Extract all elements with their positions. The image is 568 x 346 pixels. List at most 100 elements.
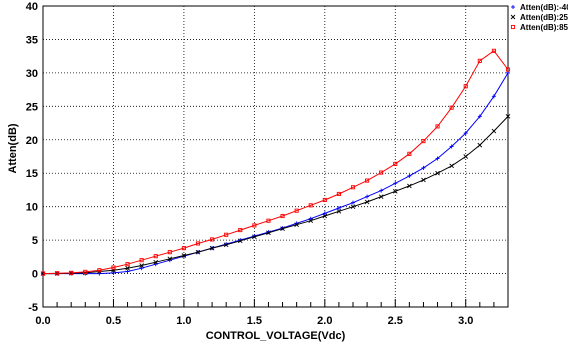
- series-atten-db-25-point: [421, 177, 426, 183]
- series-atten-db-40-point: [111, 270, 116, 275]
- series-atten-db-25-point: [407, 183, 412, 189]
- series-atten-db-85-point: [125, 262, 130, 267]
- series-atten-db-25-point-b: [407, 183, 412, 189]
- series-atten-db-40-point: [421, 165, 426, 170]
- legend-item: Atten(dB):25: [510, 13, 568, 22]
- series-atten-db-85-point: [280, 213, 285, 219]
- series-atten-db-85-point: [336, 191, 341, 197]
- series-atten-db-25-point: [435, 170, 440, 176]
- series-atten-db-25-point-b: [308, 218, 314, 224]
- y-tick-label: 30: [26, 68, 38, 80]
- series-atten-db-25-point: [125, 265, 130, 271]
- legend-marker: [511, 5, 515, 9]
- series-atten-db-25-point-b: [252, 234, 257, 240]
- x-axis-title: CONTROL_VOLTAGE(Vdc): [206, 330, 346, 342]
- series-atten-db-85-point: [491, 48, 496, 53]
- series-atten-db-85-point: [379, 170, 384, 175]
- series-atten-db-40-point: [379, 188, 384, 193]
- series-atten-db-25-point: [209, 245, 215, 251]
- series-atten-db-85-point: [252, 223, 257, 228]
- series-atten-db-25-point-b: [223, 242, 229, 248]
- series-atten-db-40-point: [125, 269, 130, 274]
- series-atten-db-85-point: [224, 232, 229, 237]
- series-atten-db-25-point: [266, 230, 271, 236]
- series-atten-db-25-point-b: [322, 213, 328, 219]
- series-atten-db-40-point: [351, 200, 355, 205]
- y-tick-label: 0: [32, 269, 38, 281]
- series-atten-db-25-point-b: [209, 245, 215, 251]
- series-atten-db-40-point: [336, 206, 341, 211]
- series-atten-db-85-point: [407, 151, 412, 156]
- axes: -5 0 5 10 15 20 25 30 35 40 0.0 0.5 1.0 1.5 2.0 2.5 3.0: [26, 1, 495, 327]
- series-atten-db-25-point: [237, 238, 243, 244]
- series-atten-db-25-point-b: [477, 142, 483, 148]
- series-atten-db-25-point-b: [463, 154, 469, 159]
- series-atten-db-25-point-b: [491, 128, 497, 134]
- series-layer: [40, 48, 511, 276]
- series-atten-db-25-point: [252, 234, 257, 240]
- legend-label: Atten(dB):85: [520, 23, 568, 32]
- y-tick-label: -5: [28, 302, 38, 314]
- series-atten-db-25-point-b: [280, 226, 285, 232]
- series-atten-db-25-point-b: [378, 194, 384, 199]
- series-atten-db-40-line: [43, 72, 509, 275]
- series-atten-db-25-point-b: [505, 114, 511, 119]
- series-atten-db-25-point: [294, 222, 299, 228]
- series-atten-db-40-point: [477, 114, 482, 119]
- series-atten-db-85-point: [393, 161, 398, 166]
- legend-label: Atten(dB):25: [520, 13, 568, 22]
- series-atten-db-25-point: [392, 188, 398, 194]
- series-atten-db-85-point: [365, 178, 370, 183]
- series-atten-db-40-point: [322, 211, 327, 216]
- x-tick-label: 0.5: [106, 315, 121, 327]
- series-atten-db-85-line: [42, 50, 509, 275]
- series-atten-db-85-point: [238, 228, 243, 233]
- series-atten-db-40-point: [491, 94, 496, 99]
- series-atten-db-85-point: [477, 58, 482, 63]
- grid: [43, 6, 508, 307]
- series-atten-db-25-point-b: [435, 170, 440, 176]
- series-atten-db-25-point: [167, 256, 173, 262]
- series-atten-db-85-point: [97, 268, 102, 273]
- series-atten-db-85-point: [294, 208, 299, 213]
- y-tick-label: 40: [26, 1, 38, 13]
- series-atten-db-25-point-b: [350, 204, 356, 209]
- legend-item: Atten(dB):85: [510, 23, 568, 32]
- x-tick-label: 2.0: [317, 315, 332, 327]
- series-atten-db-25-point: [378, 194, 384, 199]
- series-atten-db-25-point: [181, 253, 187, 258]
- series-atten-db-40-point: [308, 216, 313, 221]
- series-atten-db-25-point-b: [294, 222, 299, 228]
- series-atten-db-25-point: [153, 259, 159, 265]
- series-atten-db-85-point: [40, 271, 46, 276]
- y-tick-label: 20: [26, 135, 38, 147]
- series-atten-db-85-point: [449, 105, 454, 110]
- series-atten-db-25-point: [195, 249, 201, 255]
- series-atten-db-25-point-b: [449, 163, 454, 169]
- x-tick-label: 3.0: [458, 315, 473, 327]
- series-atten-db-40-point: [365, 194, 370, 199]
- series-atten-db-25-point: [336, 209, 342, 214]
- series-atten-db-25-point: [463, 154, 469, 159]
- series-atten-db-25-point: [491, 128, 497, 134]
- y-axis-title: Atten(dB): [7, 123, 19, 173]
- series-atten-db-25-point: [223, 242, 229, 248]
- series-atten-db-25-point: [280, 226, 285, 232]
- series-atten-db-85-point: [111, 265, 116, 270]
- series-atten-db-25-point-b: [195, 249, 201, 255]
- y-tick-label: 15: [26, 168, 38, 180]
- x-tick-label: 0.0: [35, 315, 50, 327]
- legend-item: Atten(dB):-40: [511, 3, 568, 12]
- series-atten-db-85-point: [167, 250, 172, 255]
- series-atten-db-40-point: [153, 262, 158, 267]
- series-atten-db-25-point-b: [167, 256, 173, 262]
- series-atten-db-40-point: [393, 181, 398, 186]
- x-tick-label: 1.5: [247, 315, 262, 327]
- series-atten-db-25-point-b: [139, 263, 144, 268]
- y-tick-label: 5: [32, 235, 38, 247]
- series-atten-db-25-point-b: [421, 177, 426, 183]
- series-atten-db-40-point: [463, 131, 468, 136]
- series-atten-db-25-point: [139, 263, 144, 268]
